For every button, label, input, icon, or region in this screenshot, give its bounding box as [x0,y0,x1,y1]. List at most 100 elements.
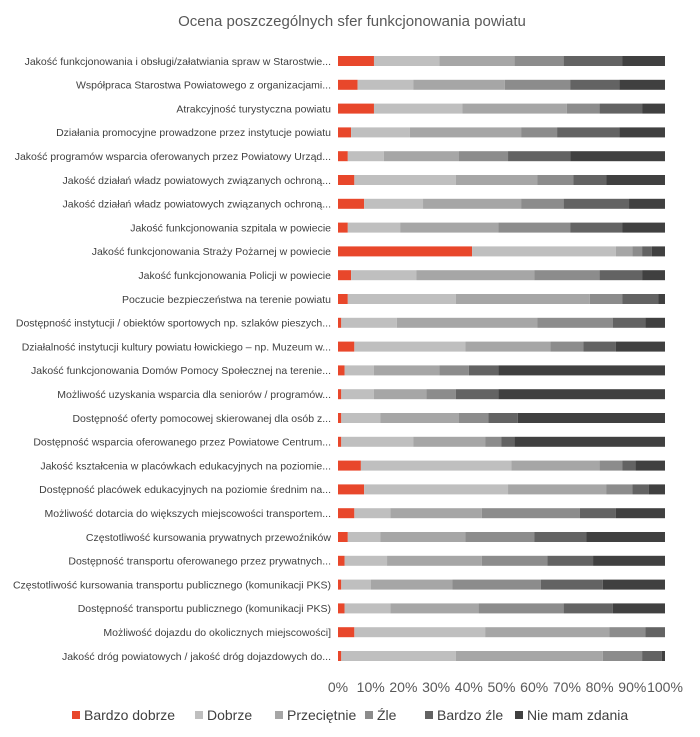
bar-segment [373,103,463,114]
x-tick-label: 80% [586,679,614,695]
bar-segment [481,555,548,566]
bar-segment [632,484,649,495]
bar-segment [622,222,665,233]
bar-segment [642,246,652,257]
bar-segment [439,56,515,66]
bar-segment [338,413,342,423]
x-axis-ticks: 0% 10% 20% 30% 40% 50% 60% 70% 80% 90% 100% [328,679,683,695]
bar-segment [485,436,502,447]
bar-segment [338,389,342,400]
bar-segment [455,389,499,400]
bar-segment [439,365,469,376]
legend-label: Dobrze [207,707,252,723]
bar-segment [364,484,509,495]
bar-segment [338,79,358,90]
category-label: Dostępność transportu publicznego (komun… [78,603,331,615]
bar-segment [488,413,518,423]
bar-segment [622,460,636,471]
legend-swatch [515,711,523,719]
bar-segment [485,627,610,638]
bar-segment [338,270,352,281]
bar-segment [380,532,466,542]
category-label: Jakość funkcjonowania Domów Pomocy Społe… [31,365,331,377]
bar-segment [413,79,505,90]
bar-segment [629,198,665,209]
bar-segment [651,246,665,257]
legend-label: Bardzo dobrze [84,707,175,723]
bar-segment [351,127,410,138]
bar-segment [341,389,374,400]
category-label: Możliwość uzyskania wsparcia dla senioró… [57,389,331,401]
bar-segment [426,389,456,400]
bar-segment [455,175,538,185]
bar-segment [550,341,584,352]
x-tick-label: 70% [553,679,581,695]
bar-segment [540,579,603,590]
legend-label: Bardzo źle [437,707,503,723]
legend: Bardzo dobrze Dobrze Przeciętnie Źle Bardzo … [72,707,628,723]
bar-segment [498,365,665,376]
bar-segment [347,222,401,233]
bar-segment [465,341,551,352]
bar-segment [619,127,665,138]
bar-segment [606,484,633,495]
bar-segment [338,627,355,638]
bar-segment [537,317,613,328]
bar-segment [338,198,365,209]
bar-segment [498,389,665,400]
bar-segment [380,413,459,423]
bar-segment [645,317,665,328]
bar-segment [570,79,620,90]
legend-swatch [425,711,433,719]
bar-segment [563,56,623,66]
bar-segment [501,436,515,447]
category-label: Jakość funkcjonowania Straży Pożarnej w … [92,246,331,258]
bar-segment [341,317,397,328]
bar-segment [586,532,665,542]
bar-segment [645,627,665,638]
bar-segment [642,651,662,661]
category-label: Dostępność transportu oferowanego przez … [68,556,331,568]
bar-segment [573,175,607,185]
x-tick-label: 40% [455,679,483,695]
bar-segment [409,127,522,138]
x-tick-label: 90% [618,679,646,695]
bar-segment [615,246,633,257]
bar-segment [599,270,643,281]
bar-segment [354,508,391,519]
bar-segment [521,127,558,138]
bar-segment [570,151,665,162]
bar-segment [341,436,414,447]
category-label: Jakość funkcjonowania szpitala w powieci… [130,222,331,234]
category-label: Jakość funkcjonowania Policji w powiecie [138,270,331,282]
bar-segment [390,508,482,519]
bar-segment [615,341,665,352]
x-tick-label: 50% [487,679,515,695]
bar-segment [642,270,665,281]
x-tick-label: 0% [328,679,348,695]
bar-segment [338,365,345,376]
bar-segment [462,103,567,114]
bar-segment [338,222,348,233]
bar-segment [383,151,459,162]
bar-segment [338,603,345,614]
bar-segment [347,294,456,304]
category-label: Poczucie bezpieczeństwa na terenie powia… [122,294,331,306]
x-tick-label: 10% [357,679,385,695]
bar-segment [563,603,613,614]
bar-segment [458,151,509,162]
bar-segment [338,460,361,471]
bar-segment [632,246,643,257]
bar-segment [648,484,665,495]
bar-segment [458,413,489,423]
bar-segment [622,56,665,66]
bar-segment [642,103,665,114]
bar-segment [599,103,643,114]
bar-segment [563,198,630,209]
bar-segment [465,532,535,542]
category-label: Jakość dróg powiatowych / jakość dróg do… [62,651,331,663]
bar-segment [413,436,486,447]
bar-segment [344,603,391,614]
bar-segment [338,532,348,542]
